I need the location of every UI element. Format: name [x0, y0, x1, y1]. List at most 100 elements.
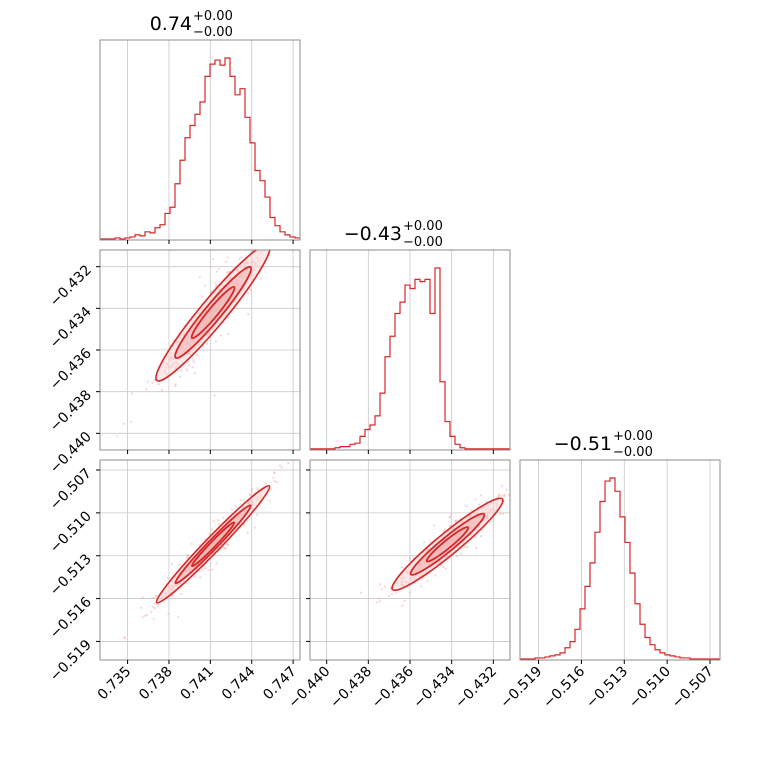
scatter-point	[419, 585, 422, 588]
scatter-point	[378, 597, 381, 600]
scatter-point	[403, 599, 406, 603]
scatter-point	[219, 236, 221, 238]
scatter-point	[454, 519, 457, 522]
scatter-point	[152, 596, 155, 599]
scatter-point	[208, 533, 211, 536]
scatter-point	[143, 614, 146, 618]
scatter-point	[154, 602, 157, 605]
scatter-point	[157, 383, 160, 386]
scatter-point	[211, 258, 215, 261]
scatter-point	[498, 493, 501, 496]
scatter-point	[193, 361, 196, 364]
scatter-point	[246, 292, 249, 295]
scatter-point	[426, 579, 429, 583]
scatter-point	[141, 596, 144, 599]
scatter-point	[448, 515, 452, 518]
scatter-point	[177, 615, 180, 619]
scatter-point	[207, 569, 210, 572]
x-tick-label: −0.519	[497, 664, 545, 712]
scatter-point	[503, 495, 506, 498]
plot-area	[359, 484, 510, 607]
scatter-point	[217, 523, 220, 526]
scatter-point	[222, 516, 225, 519]
scatter-point	[270, 488, 273, 491]
scatter-point	[267, 234, 269, 236]
scatter-point	[116, 435, 119, 438]
scatter-point	[201, 568, 204, 571]
scatter-point	[130, 392, 134, 395]
scatter-point	[497, 495, 500, 498]
panel-p2: −0.43 +0.00−0.00	[309, 219, 511, 454]
density-contour	[425, 526, 470, 563]
scatter-point	[279, 464, 282, 467]
x-tick-label: −0.513	[583, 664, 631, 712]
scatter-point	[170, 594, 173, 597]
scatter-point	[239, 499, 243, 502]
scatter-point	[240, 256, 243, 259]
scatter-point	[214, 340, 218, 343]
y-tick-label: −0.516	[47, 594, 95, 642]
scatter-point	[224, 547, 227, 550]
x-tick-label: −0.510	[626, 664, 674, 712]
scatter-point	[268, 499, 271, 502]
scatter-point	[485, 500, 488, 503]
scatter-point	[390, 592, 394, 595]
scatter-point	[151, 381, 154, 384]
panel-p1: −0.432−0.434−0.436−0.438−0.440	[47, 234, 301, 477]
scatter-point	[180, 369, 183, 372]
scatter-point	[444, 567, 447, 570]
y-tick-label: −0.434	[47, 304, 95, 352]
scatter-point	[185, 554, 189, 557]
axes-frame	[99, 39, 301, 241]
scatter-point	[246, 531, 249, 534]
histogram-step	[310, 267, 510, 450]
scatter-point	[272, 476, 275, 479]
scatter-point	[378, 599, 381, 603]
scatter-point	[252, 245, 254, 247]
scatter-point	[423, 541, 426, 544]
scatter-point	[475, 546, 478, 550]
panel-title-upper-error: +0.00	[403, 219, 443, 234]
scatter-point	[193, 575, 196, 578]
scatter-point	[200, 295, 204, 298]
scatter-point	[234, 505, 237, 508]
scatter-point	[191, 365, 194, 369]
scatter-point	[179, 375, 182, 379]
scatter-point	[409, 559, 412, 562]
scatter-point	[455, 519, 458, 522]
x-tick-label: −0.516	[540, 663, 588, 711]
panel-title: 0.74	[150, 13, 192, 35]
scatter-point	[502, 512, 505, 515]
scatter-point	[166, 577, 169, 580]
scatter-point	[408, 591, 412, 594]
panel-title-upper-error: +0.00	[193, 9, 233, 24]
scatter-point	[273, 479, 276, 483]
scatter-point	[226, 272, 229, 275]
scatter-point	[214, 282, 217, 285]
scatter-point	[401, 604, 404, 607]
scatter-point	[146, 380, 150, 383]
scatter-point	[264, 481, 267, 484]
scatter-point	[211, 568, 214, 571]
axes-frame	[519, 459, 721, 661]
scatter-point	[433, 524, 436, 527]
scatter-point	[213, 394, 216, 397]
scatter-point	[227, 332, 230, 335]
scatter-point	[236, 307, 239, 310]
scatter-point	[174, 384, 177, 388]
scatter-point	[224, 547, 227, 550]
scatter-point	[262, 241, 264, 243]
scatter-point	[387, 594, 391, 598]
scatter-point	[226, 270, 229, 274]
scatter-point	[226, 256, 229, 259]
scatter-point	[380, 588, 384, 591]
scatter-point	[256, 489, 259, 492]
scatter-point	[505, 488, 508, 491]
density-contour	[190, 285, 236, 340]
x-tick-label: −0.438	[327, 664, 375, 712]
scatter-point	[268, 237, 270, 239]
scatter-point	[247, 313, 250, 316]
scatter-point	[442, 566, 445, 569]
scatter-point	[212, 520, 215, 523]
histogram-step	[520, 477, 720, 660]
